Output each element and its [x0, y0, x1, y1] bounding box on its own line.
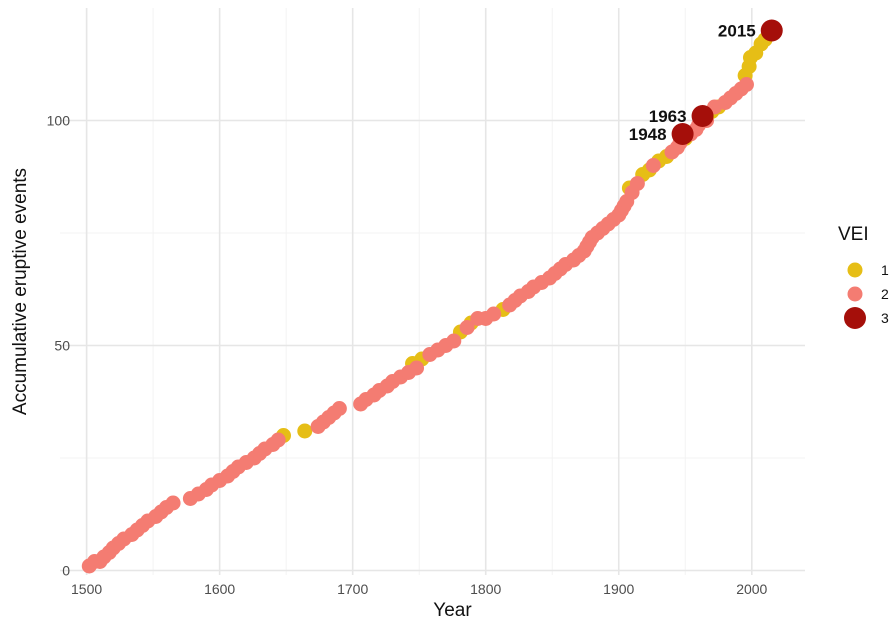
data-point-vei-2	[165, 495, 181, 511]
legend-key-vei-1	[847, 262, 863, 278]
y-axis-title: Accumulative eruptive events	[10, 168, 31, 415]
y-tick-label: 0	[62, 563, 70, 579]
data-point-vei-2	[459, 320, 475, 335]
x-tick-label: 1600	[204, 581, 235, 597]
legend-label-vei-3: 3	[881, 310, 889, 326]
legend-key-vei-3	[844, 307, 866, 329]
y-tick-label: 100	[47, 113, 71, 129]
points-layer	[81, 19, 783, 574]
annotation-label: 1948	[629, 125, 667, 144]
legend-label-vei-2: 2	[881, 286, 889, 302]
data-point-vei-2	[645, 158, 661, 173]
x-axis-title: Year	[433, 600, 472, 621]
data-point-vei-2	[409, 360, 425, 376]
data-point-vei-3	[691, 105, 714, 127]
legend-title: VEI	[838, 224, 869, 245]
annotation-label: 1963	[649, 107, 687, 126]
x-tick-label: 1900	[603, 581, 634, 597]
grid-layer	[60, 8, 805, 575]
data-point-vei-3	[760, 19, 783, 42]
legend-label-vei-1: 1	[881, 262, 889, 278]
x-tick-label: 1800	[470, 581, 501, 597]
x-tick-label: 1500	[71, 581, 102, 597]
data-point-vei-2	[486, 306, 502, 322]
data-point-vei-3	[671, 123, 694, 145]
data-point-vei-2	[738, 77, 754, 92]
axis-layer: 1500 1600 1700 1800 1900 2000 0 50 100 Year Accumu…	[10, 113, 768, 621]
data-point-vei-1	[297, 423, 313, 439]
data-point-vei-2	[446, 333, 462, 349]
legend-key-vei-2	[847, 286, 863, 302]
x-tick-label: 1700	[337, 581, 368, 597]
annotation-label: 2015	[718, 22, 756, 41]
x-tick-label: 2000	[736, 581, 767, 597]
legend: VEI 1 2 3	[838, 224, 889, 329]
data-point-vei-2	[629, 176, 645, 191]
data-point-vei-2	[331, 401, 347, 416]
y-tick-label: 50	[54, 338, 70, 354]
data-point-vei-2	[270, 432, 286, 448]
